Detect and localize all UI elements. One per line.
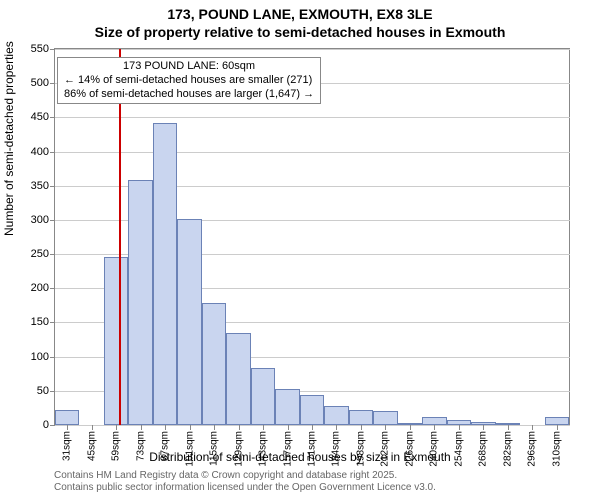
y-tick-label: 450 xyxy=(31,111,49,123)
x-tick-mark xyxy=(67,425,68,430)
y-tick-label: 300 xyxy=(31,214,49,226)
y-tick-mark xyxy=(50,152,55,153)
histogram-bar xyxy=(251,368,275,425)
y-tick-label: 50 xyxy=(37,385,49,397)
x-tick-mark xyxy=(410,425,411,430)
x-tick-mark xyxy=(434,425,435,430)
x-tick-mark xyxy=(508,425,509,430)
annotation-line1: 173 POUND LANE: 60sqm xyxy=(64,60,314,74)
y-axis-label: Number of semi-detached properties xyxy=(2,41,16,236)
x-tick-mark xyxy=(361,425,362,430)
histogram-bar xyxy=(349,410,373,425)
chart-title-line2: Size of property relative to semi-detach… xyxy=(0,24,600,42)
x-tick-mark xyxy=(532,425,533,430)
chart-plot-area: 05010015020025030035040045050055031sqm45… xyxy=(54,48,570,426)
chart-title-block: 173, POUND LANE, EXMOUTH, EX8 3LE Size o… xyxy=(0,0,600,41)
y-tick-mark xyxy=(50,254,55,255)
footnote-line2: Contains public sector information licen… xyxy=(54,482,436,494)
histogram-bar xyxy=(226,333,250,425)
y-tick-label: 200 xyxy=(31,282,49,294)
reference-line xyxy=(119,49,121,425)
histogram-bar xyxy=(202,303,226,425)
x-tick-mark xyxy=(116,425,117,430)
y-tick-mark xyxy=(50,117,55,118)
x-tick-mark xyxy=(336,425,337,430)
histogram-bar xyxy=(545,417,569,425)
histogram-bar xyxy=(300,395,324,425)
histogram-bar xyxy=(324,406,348,425)
x-axis-label: Distribution of semi-detached houses by … xyxy=(0,450,600,464)
annotation-line2: ← 14% of semi-detached houses are smalle… xyxy=(64,74,314,88)
histogram-bar xyxy=(55,410,79,425)
annotation-box: 173 POUND LANE: 60sqm← 14% of semi-detac… xyxy=(57,57,321,104)
x-tick-mark xyxy=(92,425,93,430)
y-tick-label: 350 xyxy=(31,180,49,192)
x-tick-mark xyxy=(288,425,289,430)
histogram-bar xyxy=(153,123,177,425)
histogram-bar xyxy=(422,417,446,425)
y-tick-mark xyxy=(50,83,55,84)
x-tick-mark xyxy=(263,425,264,430)
x-tick-mark xyxy=(141,425,142,430)
histogram-bar xyxy=(275,389,299,425)
y-tick-label: 550 xyxy=(31,43,49,55)
footnote-line1: Contains HM Land Registry data © Crown c… xyxy=(54,470,436,482)
y-tick-mark xyxy=(50,425,55,426)
x-tick-mark xyxy=(312,425,313,430)
y-tick-mark xyxy=(50,357,55,358)
gridline xyxy=(54,152,570,153)
y-tick-label: 0 xyxy=(43,419,49,431)
x-tick-mark xyxy=(214,425,215,430)
histogram-bar xyxy=(104,257,128,425)
y-tick-label: 250 xyxy=(31,248,49,260)
histogram-bar xyxy=(128,180,152,425)
y-tick-label: 400 xyxy=(31,146,49,158)
x-tick-mark xyxy=(239,425,240,430)
y-tick-mark xyxy=(50,288,55,289)
y-tick-mark xyxy=(50,186,55,187)
histogram-bar xyxy=(373,411,397,425)
histogram-bar xyxy=(177,219,201,425)
footnote: Contains HM Land Registry data © Crown c… xyxy=(54,470,436,494)
x-tick-mark xyxy=(385,425,386,430)
y-tick-label: 100 xyxy=(31,351,49,363)
annotation-line3: 86% of semi-detached houses are larger (… xyxy=(64,88,314,102)
x-tick-mark xyxy=(165,425,166,430)
y-tick-mark xyxy=(50,220,55,221)
y-tick-label: 150 xyxy=(31,316,49,328)
y-tick-mark xyxy=(50,391,55,392)
x-tick-mark xyxy=(483,425,484,430)
x-tick-mark xyxy=(557,425,558,430)
y-tick-mark xyxy=(50,49,55,50)
y-tick-label: 500 xyxy=(31,77,49,89)
x-tick-mark xyxy=(459,425,460,430)
y-tick-mark xyxy=(50,322,55,323)
chart-title-line1: 173, POUND LANE, EXMOUTH, EX8 3LE xyxy=(0,6,600,24)
x-tick-mark xyxy=(190,425,191,430)
gridline xyxy=(54,49,570,50)
gridline xyxy=(54,117,570,118)
